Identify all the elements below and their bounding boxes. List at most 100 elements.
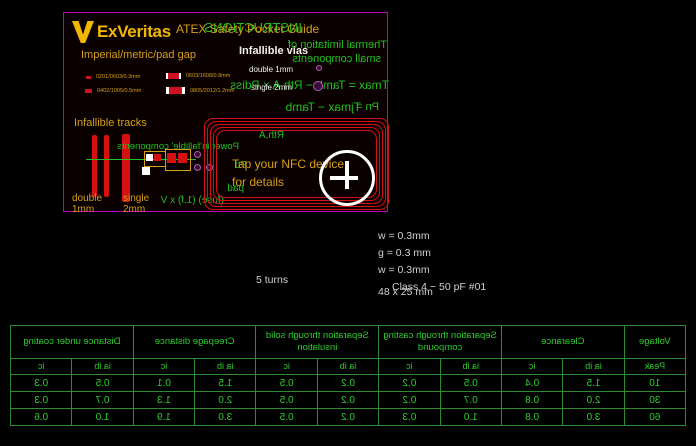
track-double-label-line1: double <box>72 193 103 204</box>
via-icon <box>194 151 201 158</box>
component-label: 0805/2012/1.2mm <box>190 87 235 94</box>
coil-turn <box>213 127 380 201</box>
section-heading-pad-gap: Imperial/metric/pad gap <box>81 49 196 61</box>
board-title: ATEX Safety Pocket Guide <box>176 22 320 36</box>
table-cell: 0.2 <box>317 374 379 392</box>
track-double-b <box>104 135 109 197</box>
track-single <box>122 134 130 202</box>
track-single-label-line2: 2mm <box>123 204 146 215</box>
via-double-label: double 1mm <box>249 65 294 74</box>
table-sub-header: ia ib <box>440 358 502 375</box>
pad-red <box>178 153 187 163</box>
coil-turn <box>204 118 389 210</box>
board-dimensions-label: 48 x 25 mm <box>378 286 433 298</box>
component-label: 0201/0603/0.3mm <box>96 74 141 80</box>
pad-red <box>167 153 176 163</box>
table-cell: 1.3 <box>133 391 195 409</box>
footprint-cluster[interactable] <box>142 147 214 179</box>
board-outline[interactable]: ExVeritas INSTRUCTIONS ATEX Safety Pocke… <box>63 12 389 215</box>
component-entry-0805: 0805/2012/1.2mm <box>166 87 234 94</box>
stat-class: Class 4 − 50 pF #01 <box>392 281 487 293</box>
component-entry-0201: 0201/0603/0.3mm <box>86 74 140 80</box>
table-cell: 0.4 <box>501 374 563 392</box>
silk-rth-wrap: Rth,A <box>234 130 284 144</box>
via-single-label: single 2mm <box>251 83 292 92</box>
table-cell: 3.0 <box>194 408 256 426</box>
coil-turn <box>216 130 377 198</box>
component-label: 0603/1608/0.8mm <box>186 73 231 79</box>
table-row: 10 1.5 0.4 0.5 0.2 0.2 0.5 1.5 0.1 0.5 0… <box>10 374 686 392</box>
via-icon <box>194 164 201 171</box>
silk-pn-label: Pn = <box>356 101 379 113</box>
table-group-header: Clearance <box>501 325 625 359</box>
coil-turn <box>210 124 383 204</box>
table-cell: 0.5 <box>71 374 134 392</box>
silk-pn-wrap: Pn = <box>319 101 379 115</box>
pad-white <box>142 167 150 175</box>
table-row: 60 3.0 0.8 1.0 0.3 0.2 0.5 3.0 1.9 1.0 0… <box>10 408 686 426</box>
table-group-header: Separation through casting compound <box>378 325 502 359</box>
nfc-prompt-line-2: for details <box>232 175 285 189</box>
table-sub-header: ia ib <box>317 358 379 375</box>
table-cell: 30 <box>624 391 686 409</box>
chip-swatch-icon <box>166 87 185 94</box>
via-single-icon <box>313 81 323 91</box>
table-cell: 0.7 <box>440 391 502 409</box>
via-double-icon <box>316 65 322 71</box>
track-double-label-line2: 1mm <box>72 204 95 215</box>
table-sub-header: ic <box>255 358 318 375</box>
component-entry-0402: 0402/1005/0.5mm <box>85 88 141 94</box>
table-cell: 0.5 <box>255 391 318 409</box>
table-cell: 0.3 <box>10 374 72 392</box>
stat-w1: w = 0.3mm <box>378 230 430 242</box>
table-cell: 0.7 <box>71 391 134 409</box>
geometry-stats: w = 0.3mm g = 0.3 mm w = 0.3mm Class 4 −… <box>378 228 486 296</box>
table-cell: 2.0 <box>562 391 625 409</box>
table-cell: 0.3 <box>10 391 72 409</box>
table-cell: 0.3 <box>378 408 441 426</box>
table-cell: 0.5 <box>255 374 318 392</box>
table-sub-header: ic <box>378 358 441 375</box>
stat-g: g = 0.3 mm <box>378 247 431 259</box>
table-group-header: Voltage <box>624 325 686 359</box>
table-sub-header: ia ib <box>194 358 256 375</box>
table-group-header-row: Voltage Clearance Separation through cas… <box>10 325 686 359</box>
table-sub-header: ic <box>133 358 195 375</box>
brand-name: ExVeritas <box>97 22 171 41</box>
silk-rth-label: Rth,A <box>258 130 284 141</box>
stat-w2: w = 0.3mm <box>378 264 430 276</box>
coil-turns-label: 5 turns <box>256 274 289 286</box>
pad-white <box>146 154 153 161</box>
table-cell: 0.2 <box>378 374 441 392</box>
table-cell: 10 <box>624 374 686 392</box>
nfc-antenna-coil[interactable] <box>204 118 389 210</box>
table-cell: 1.0 <box>71 408 134 426</box>
table-group-header: Separation through solid insulation <box>255 325 379 359</box>
table-sub-header-row: Peak ia ib ic ia ib ic ia ib ic ia ib ic… <box>10 358 686 375</box>
table-sub-header: ic <box>501 358 563 375</box>
component-label: 0402/1005/0.5mm <box>97 88 142 94</box>
table-cell: 0.2 <box>317 391 379 409</box>
via-icon <box>206 164 213 171</box>
table-sub-header: ic <box>10 358 72 375</box>
table-cell: 60 <box>624 408 686 426</box>
table-cell: 0.5 <box>255 408 318 426</box>
pad-red <box>154 154 161 161</box>
track-single-label-line1: single <box>123 193 150 204</box>
vias-heading: Infallible vias <box>239 45 309 57</box>
footprint-outline-r1 <box>165 149 191 171</box>
table-cell: 1.9 <box>133 408 195 426</box>
coil-turn <box>207 121 386 207</box>
chip-swatch-icon <box>166 73 181 79</box>
table-cell: 0.8 <box>501 408 563 426</box>
table-cell: 1.5 <box>194 374 256 392</box>
chip-swatch-icon <box>86 75 91 79</box>
table-cell: 1.0 <box>440 408 502 426</box>
clearance-table-wrap: Voltage Clearance Separation through cas… <box>10 325 686 426</box>
nfc-crosshair-target-icon[interactable] <box>319 150 375 206</box>
table-cell: 2.0 <box>194 391 256 409</box>
exveritas-chevron-logo-icon <box>72 21 94 43</box>
table-cell: 0.6 <box>10 408 72 426</box>
table-cell: 0.5 <box>440 374 502 392</box>
